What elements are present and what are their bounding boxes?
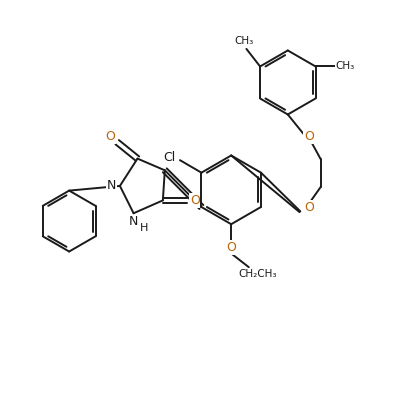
Text: N: N <box>107 179 116 193</box>
Text: O: O <box>304 130 314 143</box>
Text: O: O <box>226 241 236 254</box>
Text: CH₃: CH₃ <box>335 61 354 72</box>
Text: Cl: Cl <box>163 151 175 164</box>
Text: CH₃: CH₃ <box>234 36 253 46</box>
Text: O: O <box>105 130 115 143</box>
Text: O: O <box>190 194 200 207</box>
Text: O: O <box>304 201 314 214</box>
Text: N: N <box>129 215 138 228</box>
Text: H: H <box>140 223 148 233</box>
Text: CH₂CH₃: CH₂CH₃ <box>238 269 277 279</box>
